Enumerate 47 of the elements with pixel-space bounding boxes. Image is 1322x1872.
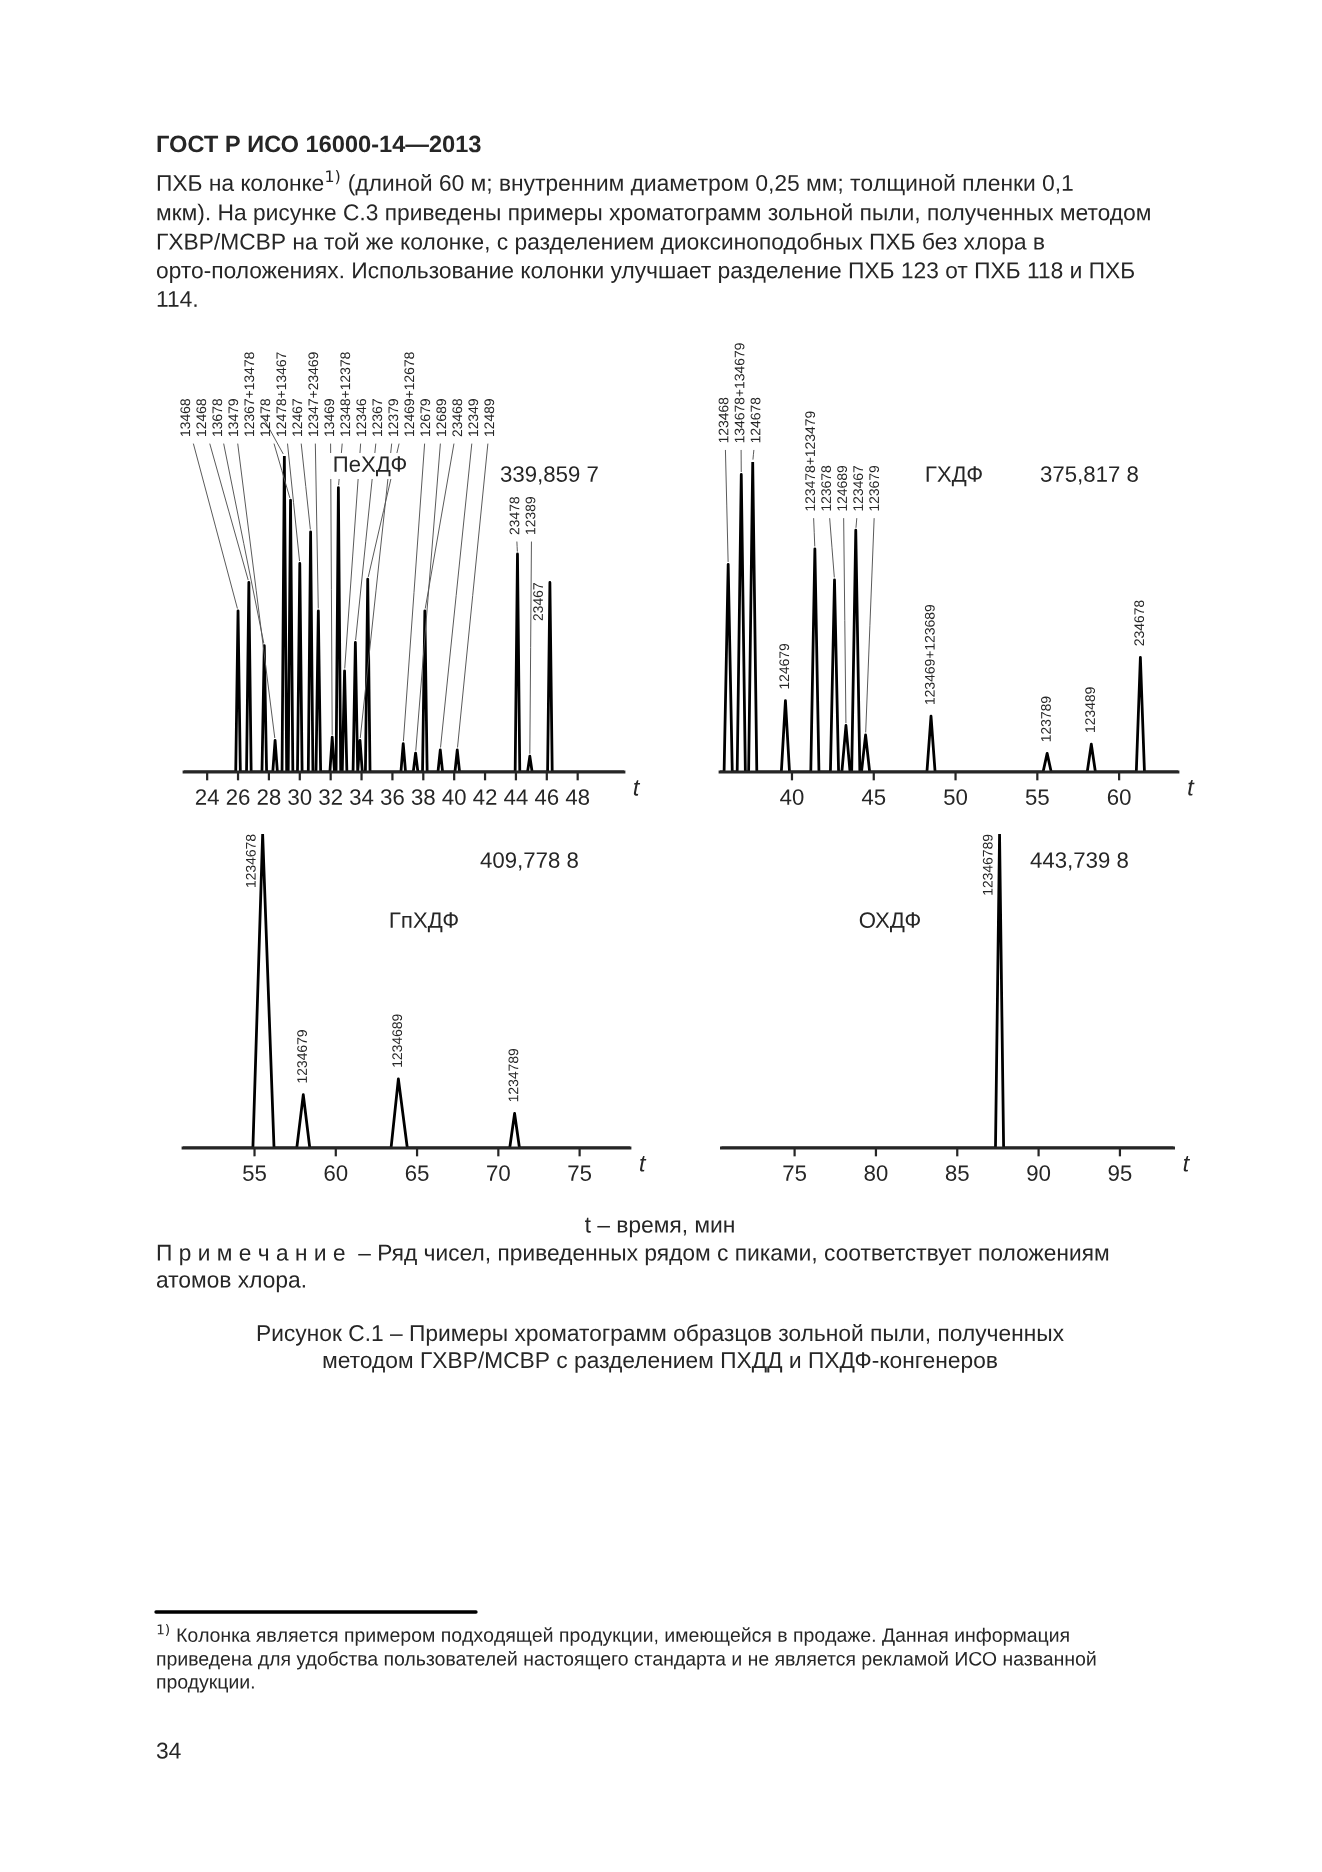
x-tick-label: 65	[405, 1165, 429, 1181]
x-tick-label: 95	[1108, 1165, 1132, 1181]
annotation: 409,778 8	[480, 852, 578, 871]
text: $^{1)}$ Колонка является примером подходящей продукции, имеющейся в продаже. Данная информация приведена для удобства пользователей настоящего стандарта и не является рекламой ИСО названной продукции.	[157, 1624, 1096, 1693]
x-tick-label: 48	[565, 789, 590, 805]
x-tick-label: 55	[243, 1165, 266, 1181]
x-tick-label: 24	[195, 789, 219, 805]
text: ГОСТ Р ИСО 16000-14—2013	[157, 135, 481, 153]
text: П р и м е ч а н и е – Ряд чисел, приведенных рядом с пиками, соответствует положениям атомов хлора.	[156, 1244, 1109, 1293]
x-tick-label: 28	[257, 789, 281, 805]
x-tick-label: 36	[380, 789, 404, 805]
x-tick-label: 40	[442, 789, 466, 805]
x-axis-title: t	[1188, 780, 1195, 796]
x-tick-label: 75	[568, 1165, 592, 1181]
annotation: 339,859 7	[500, 466, 598, 485]
x-tick-label: 55	[1025, 789, 1049, 805]
x-tick-label: 75	[783, 1165, 807, 1181]
x-tick-label: 34	[350, 789, 374, 805]
text: Рисунок С.1 – Примеры хроматограмм образцов зольной пыли, полученных методом ГХВР/МСВР с разделением ПХДД и ПХДФ-конгенеров	[257, 1324, 1064, 1373]
x-axis-title: t	[640, 1156, 647, 1172]
x-tick-label: 50	[944, 789, 968, 805]
text: ПХБ на колонке$^{1)}$ (длиной 60 м; внутренним диаметром 0,25 мм; толщиной пленки 0,1 мкм). На рисунке С.3 приведены примеры хроматограмм зольной пыли, полученных методом ГХВР/МСВР на той же колонке, с разделением диоксиноподобных ПХБ без хлора в орто-положениях. Использование колонки улучшает разделение ПХБ 123 от ПХБ 118 и ПХБ 114.	[156, 170, 1150, 307]
x-tick-label: 70	[487, 1165, 510, 1181]
x-tick-label: 60	[1107, 789, 1131, 805]
x-tick-label: 44	[504, 789, 528, 805]
x-tick-label: 26	[226, 789, 250, 805]
annotation: 375,817 8	[1040, 466, 1138, 485]
text: t – время, мин	[585, 1217, 734, 1238]
x-tick-label: 46	[534, 789, 559, 805]
annotation: ПеХДФ	[334, 456, 407, 477]
x-tick-label: 45	[861, 789, 886, 805]
annotation: ОХДФ	[859, 912, 920, 933]
x-tick-label: 40	[780, 789, 804, 805]
x-axis-title: t	[633, 780, 641, 796]
x-axis-title: t	[1183, 1156, 1191, 1172]
annotation: ГпХДФ	[390, 912, 458, 933]
x-tick-label: 80	[864, 1165, 888, 1181]
x-tick-label: 85	[945, 1165, 969, 1181]
x-tick-label: 90	[1027, 1165, 1051, 1181]
x-tick-label: 30	[288, 789, 312, 805]
annotation: 443,739 8	[1030, 852, 1128, 871]
text: 34	[156, 1742, 181, 1759]
annotation: ГХДФ	[926, 466, 982, 487]
x-tick-label: 38	[411, 789, 435, 805]
x-tick-label: 42	[473, 789, 497, 805]
x-tick-label: 32	[319, 789, 342, 805]
x-tick-label: 60	[324, 1165, 348, 1181]
